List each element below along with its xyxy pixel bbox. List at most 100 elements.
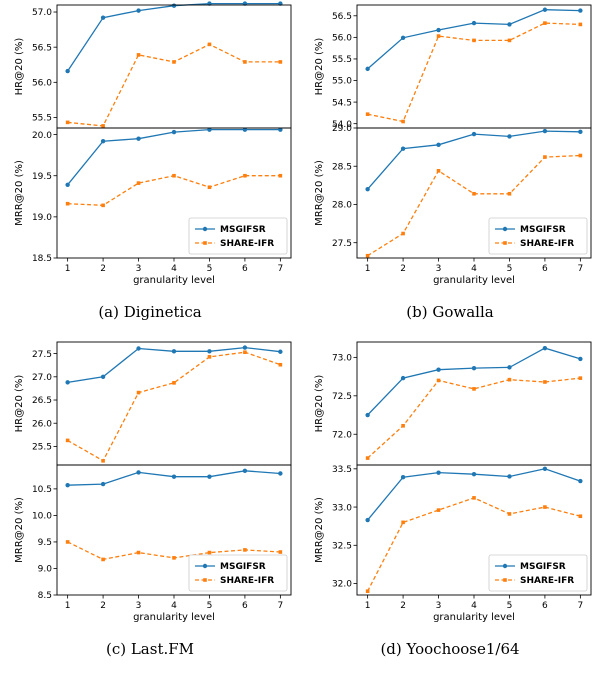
bottom-xtick-label: 6 — [242, 601, 248, 611]
caption-diginetica: (a) Diginetica — [98, 303, 202, 321]
bottom-series-msgifsr-point-7 — [278, 127, 283, 132]
top-ytick-label: 26.5 — [32, 396, 52, 406]
bottom-series-share_ifr-point-4 — [472, 191, 476, 196]
bottom-ytick-label: 29.0 — [332, 124, 352, 134]
bottom-series-share_ifr-point-5 — [207, 185, 212, 190]
bottom-series-share_ifr-point-5 — [207, 550, 212, 555]
top-series-msgifsr-point-6 — [242, 345, 248, 350]
top-series-share_ifr-point-6 — [543, 21, 547, 25]
top-series-msgifsr-point-3 — [136, 8, 141, 13]
top-series-msgifsr-point-7 — [578, 8, 583, 13]
bottom-series-msgifsr-point-1 — [365, 517, 370, 523]
top-series-share_ifr-point-5 — [207, 42, 212, 47]
bottom-xtick-label: 1 — [365, 601, 371, 611]
top-ytick-label: 25.5 — [32, 443, 52, 453]
bottom-xtick-label: 4 — [171, 601, 177, 611]
bottom-xtick-label: 5 — [507, 601, 513, 611]
top-plot: 55.5 56.0 56.5 57.0 HR@20 (%) — [14, 1, 292, 129]
top-ytick-label: 73.0 — [332, 354, 352, 364]
top-series-share_ifr-point-4 — [172, 60, 176, 64]
legend-share_ifr-label: SHARE-IFR — [520, 239, 574, 249]
legend: MSGIFSR SHARE-IFR — [188, 554, 288, 592]
legend-msgifsr-marker — [502, 226, 508, 232]
bottom-series-share_ifr-point-7 — [578, 514, 583, 519]
bottom-series-msgifsr-line — [367, 468, 581, 521]
top-series-msgifsr-point-1 — [65, 380, 70, 385]
top-series-share_ifr-point-3 — [136, 53, 141, 57]
bottom-ylabel: MRR@20 (%) — [314, 160, 325, 226]
bottom-xtick-label: 7 — [277, 264, 283, 274]
bottom-ytick-label: 27.5 — [332, 239, 352, 249]
top-series-msgifsr-point-4 — [471, 365, 477, 371]
legend-share_ifr-marker — [503, 241, 507, 245]
bottom-series-msgifsr-point-2 — [400, 475, 406, 480]
top-series-share_ifr-point-5 — [507, 38, 512, 43]
bottom-series-share_ifr-point-6 — [543, 505, 547, 509]
bottom-series-msgifsr-point-6 — [242, 468, 248, 474]
bottom-xtick-label: 1 — [65, 601, 71, 611]
bottom-series-msgifsr-point-5 — [507, 474, 512, 479]
legend-share_ifr-label: SHARE-IFR — [520, 576, 574, 586]
bottom-series-msgifsr-point-5 — [207, 474, 212, 479]
top-series-share_ifr-point-5 — [207, 355, 212, 359]
bottom-xtick-label: 7 — [577, 601, 583, 611]
bottom-series-msgifsr-point-3 — [136, 470, 141, 475]
bottom-series-share_ifr-point-6 — [543, 155, 547, 159]
legend-share_ifr-marker — [503, 578, 507, 582]
top-frame — [56, 4, 292, 129]
legend-msgifsr-marker — [202, 563, 208, 569]
top-series-share_ifr-point-7 — [578, 376, 583, 380]
top-series-msgifsr-point-1 — [365, 66, 370, 72]
top-series-msgifsr-point-4 — [171, 3, 177, 8]
top-series-msgifsr-point-7 — [578, 356, 583, 362]
bottom-series-msgifsr-point-2 — [100, 481, 106, 487]
top-series-msgifsr-point-3 — [136, 346, 141, 351]
panel-gowalla: 54.0 54.5 55.0 55.5 56.0 56.5 HR@20 (%) 27.5 28.… — [300, 0, 600, 336]
bottom-ytick-label: 20.0 — [32, 131, 52, 141]
top-plot: 25.5 26.0 26.5 27.0 27.5 HR@20 (%) — [14, 341, 292, 466]
top-series-msgifsr-point-2 — [100, 15, 106, 20]
top-series-share_ifr-point-6 — [243, 350, 247, 355]
bottom-xtick-label: 1 — [65, 264, 71, 274]
top-series-msgifsr-point-6 — [542, 345, 548, 351]
bottom-ytick-label: 32.0 — [332, 580, 352, 590]
top-series-share_ifr-point-4 — [172, 381, 176, 385]
bottom-xtick-label: 5 — [207, 264, 213, 274]
top-ytick-label: 55.0 — [332, 77, 352, 87]
top-series-share_ifr-line — [67, 351, 281, 462]
bottom-series-share_ifr-point-6 — [243, 548, 247, 552]
top-ylabel: HR@20 (%) — [14, 375, 25, 433]
bottom-ytick-label: 33.0 — [332, 503, 352, 513]
caption-yoochoose: (d) Yoochoose1/64 — [380, 640, 520, 658]
bottom-xtick-label: 6 — [242, 264, 248, 274]
bottom-series-share_ifr-point-3 — [436, 508, 441, 512]
bottom-series-msgifsr-point-7 — [278, 471, 283, 476]
top-series-share_ifr-point-7 — [578, 22, 583, 27]
top-ytick-label: 72.0 — [332, 430, 352, 440]
bottom-plot: 8.5 9.0 9.5 10.0 10.5 MRR@20 (%) 1 2 3 4 5 6 7 granul… — [14, 464, 292, 623]
top-series-share_ifr-point-3 — [136, 390, 141, 395]
bottom-series-share_ifr-point-2 — [101, 557, 105, 562]
top-ytick-label: 57.0 — [32, 8, 52, 18]
top-series-share_ifr-point-2 — [401, 423, 405, 428]
bottom-ytick-label: 33.5 — [332, 465, 352, 475]
top-series-msgifsr-point-2 — [400, 375, 406, 381]
top-plot: 72.0 72.5 73.0 HR@20 (%) — [314, 341, 592, 466]
bottom-xtick-label: 5 — [207, 601, 213, 611]
bottom-ytick-label: 19.5 — [32, 172, 52, 182]
bottom-ytick-label: 32.5 — [332, 541, 352, 551]
top-series-msgifsr-point-5 — [507, 365, 512, 370]
legend-msgifsr-label: MSGIFSR — [520, 562, 566, 572]
top-series-share_ifr-line — [367, 22, 581, 123]
top-frame — [56, 341, 292, 466]
bottom-xtick-label: 7 — [277, 601, 283, 611]
bottom-xtick-label: 2 — [400, 601, 406, 611]
top-ytick-label: 55.5 — [32, 114, 52, 124]
top-series-share_ifr-point-4 — [472, 38, 476, 43]
bottom-series-msgifsr-point-4 — [171, 474, 177, 479]
chart-yoochoose: 72.0 72.5 73.0 HR@20 (%) 32.0 32.5 33.0 33.5 MRR… — [314, 341, 592, 623]
bottom-series-share_ifr-line — [67, 175, 281, 206]
top-series-msgifsr-point-3 — [436, 367, 441, 372]
top-series-share_ifr-point-1 — [65, 120, 70, 125]
legend-box — [188, 217, 288, 255]
